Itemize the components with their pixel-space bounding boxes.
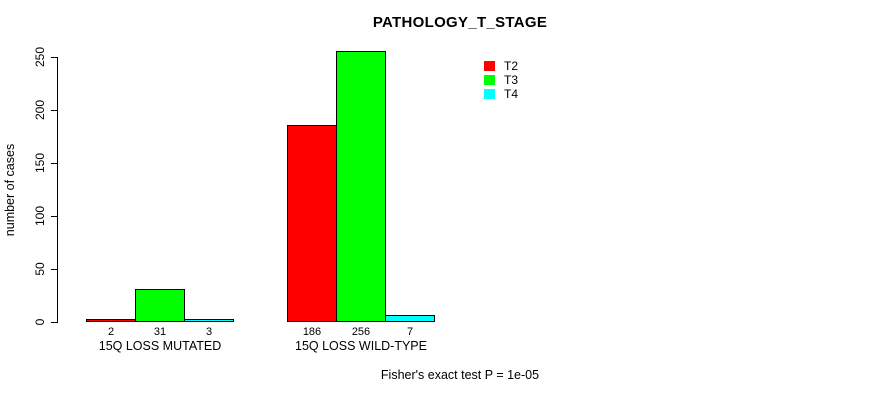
y-tick-label-250: 250 [33,46,47,68]
legend-label-t4: T4 [504,87,519,101]
legend-swatch-t2 [484,61,495,71]
chart-title: PATHOLOGY_T_STAGE [372,14,548,31]
bar-t3-15q-loss-mutated [135,289,185,322]
bar-value-t4-15q-loss-wild-type: 7 [406,326,414,338]
bar-t2-15q-loss-mutated [86,319,136,322]
bar-t3-15q-loss-wild-type [336,51,386,322]
bar-t4-15q-loss-wild-type [385,315,435,322]
bar-t4-15q-loss-mutated [184,319,234,322]
legend: T2 T3 T4 [484,59,519,103]
group-label-15q-loss-mutated: 15Q LOSS MUTATED [98,339,222,353]
y-tick-250 [51,57,57,58]
legend-swatch-t3 [484,75,495,85]
y-axis-label: number of cases [3,143,17,237]
y-tick-150 [51,163,57,164]
y-tick-200 [51,110,57,111]
y-axis-line [57,57,58,323]
legend-label-t3: T3 [504,73,519,87]
legend-swatch-t4 [484,89,495,99]
group-label-15q-loss-wild-type: 15Q LOSS WILD-TYPE [295,339,427,353]
bar-value-t3-15q-loss-mutated: 31 [153,326,167,338]
y-tick-label-200: 200 [33,99,47,121]
y-tick-label-0: 0 [33,318,47,326]
y-tick-label-150: 150 [33,152,47,174]
legend-item-t4: T4 [484,87,519,101]
y-tick-0 [51,322,57,323]
legend-item-t3: T3 [484,73,519,87]
y-tick-label-100: 100 [33,205,47,227]
bar-value-t3-15q-loss-wild-type: 256 [351,326,371,338]
legend-item-t2: T2 [484,59,519,73]
legend-label-t2: T2 [504,59,519,73]
stat-test-caption: Fisher's exact test P = 1e-05 [380,368,540,382]
y-tick-50 [51,269,57,270]
bar-value-t4-15q-loss-mutated: 3 [205,326,213,338]
y-tick-label-50: 50 [33,262,47,276]
bar-value-t2-15q-loss-wild-type: 186 [302,326,322,338]
bar-value-t2-15q-loss-mutated: 2 [107,326,115,338]
y-tick-100 [51,216,57,217]
bar-t2-15q-loss-wild-type [287,125,337,322]
